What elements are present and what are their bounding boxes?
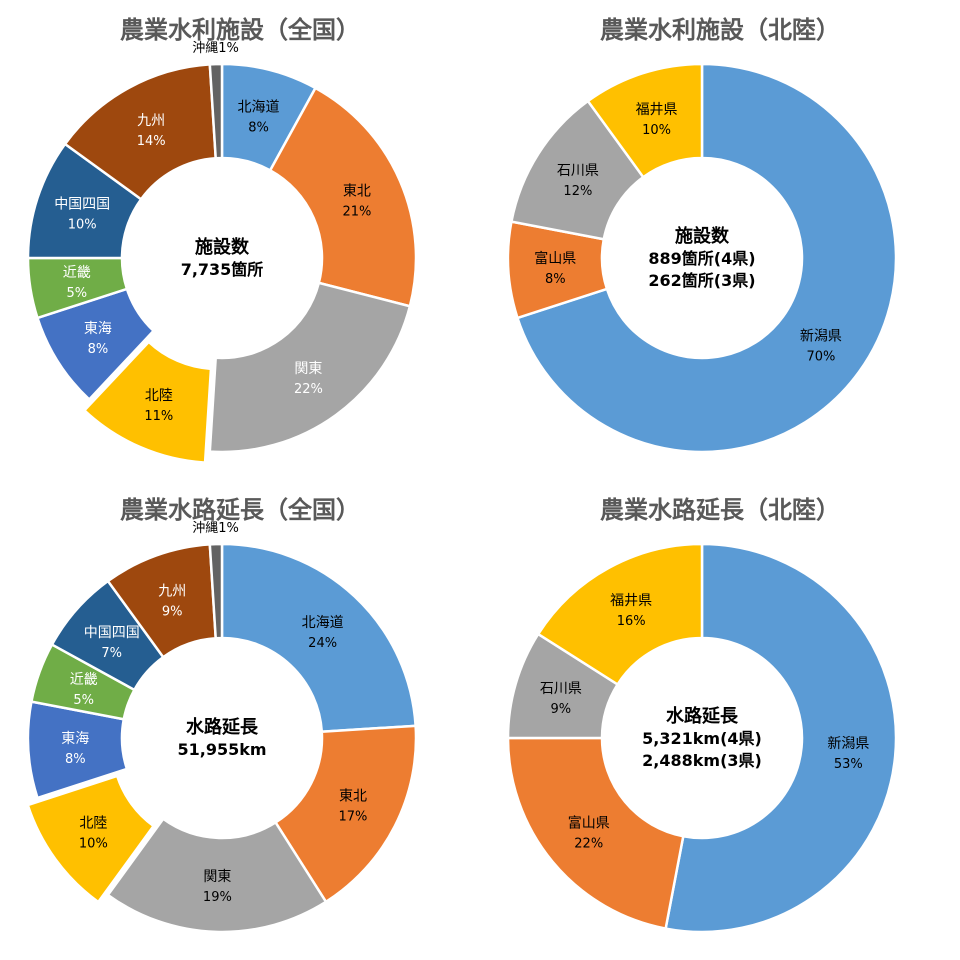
slice-value: 10% — [79, 836, 108, 851]
slice-label: 沖縄1% — [192, 521, 239, 536]
slice-value: 21% — [342, 205, 371, 220]
slice-label: 東北 — [343, 184, 371, 200]
slice-北陸 — [82, 340, 213, 464]
slice-value: 9% — [162, 605, 183, 620]
slice-label: 九州 — [158, 584, 186, 600]
slice-label: 新潟県 — [800, 328, 842, 344]
chart-facilities-national: 農業水利施設（全国） 北海道 8% 東北 21% 関東 22% 北陸 11% 東海 8% 近畿 5% 中… — [0, 0, 480, 480]
slice-label: 近畿 — [70, 672, 98, 688]
slice-label: 石川県 — [540, 681, 582, 697]
chart-canals-national: 農業水路延長（全国） 北海道 24% 東北 17% 関東 19% 北陸 10% 東海 8% 近畿 5%… — [0, 480, 480, 960]
slice-value: 10% — [68, 218, 97, 233]
slice-value: 12% — [563, 184, 592, 199]
slice-label: 九州 — [137, 113, 165, 129]
slice-label: 富山県 — [534, 250, 576, 267]
slice-新潟県 — [515, 62, 898, 454]
donut-chart: 北海道 8% 東北 21% 関東 22% 北陸 11% 東海 8% 近畿 5% 中国四国 10% 九州 14%… — [26, 41, 418, 464]
slice-富山県 — [506, 736, 685, 931]
slice-value: 8% — [65, 752, 86, 767]
chart-title: 農業水路延長（全国） — [120, 496, 360, 524]
slice-label: 石川県 — [557, 163, 599, 179]
chart-canals-hokuriku: 農業水路延長（北陸） 新潟県 53% 富山県 22% 石川県 9% 福井県 16% 水路延長 5,… — [480, 480, 960, 960]
slice-東北 — [273, 724, 418, 904]
slice-label: 沖縄1% — [192, 41, 239, 56]
slice-label: 関東 — [294, 361, 322, 377]
slice-北海道 — [220, 542, 417, 734]
center-value: 51,955km — [177, 740, 266, 759]
chart-title: 農業水路延長（北陸） — [600, 496, 840, 524]
center-value: 262箇所(3県) — [648, 271, 755, 290]
slice-label: 福井県 — [636, 102, 678, 118]
slice-関東 — [106, 817, 328, 934]
slice-value: 5% — [66, 286, 87, 301]
slice-value: 11% — [144, 409, 173, 424]
slice-福井県 — [536, 542, 704, 687]
slice-value: 53% — [834, 757, 863, 772]
donut-chart: 新潟県 53% 富山県 22% 石川県 9% 福井県 16% 水路延長 5,321km(4県) 2,… — [506, 542, 898, 934]
slice-label: 中国四国 — [84, 625, 140, 641]
slice-福井県 — [586, 62, 704, 179]
slice-label: 東海 — [84, 321, 112, 337]
slice-label: 中国四国 — [54, 197, 110, 213]
slice-label: 福井県 — [610, 593, 652, 609]
slice-value: 19% — [203, 890, 232, 905]
slice-label: 北海道 — [238, 100, 280, 116]
slice-label: 関東 — [203, 869, 231, 885]
slice-沖縄 — [208, 62, 224, 160]
center-title: 水路延長 — [186, 716, 259, 738]
slice-value: 22% — [574, 837, 603, 852]
slice-label: 東北 — [339, 789, 367, 805]
slice-label: 近畿 — [63, 265, 91, 281]
slice-label: 北陸 — [79, 815, 107, 831]
slice-関東 — [208, 281, 412, 454]
slice-label: 北陸 — [145, 388, 173, 404]
donut-chart: 新潟県 70% 富山県 8% 石川県 12% 福井県 10% 施設数 889箇所(4県) 262箇所… — [506, 62, 898, 454]
slice-沖縄 — [208, 542, 224, 640]
slice-value: 8% — [88, 342, 109, 357]
slice-value: 8% — [248, 121, 269, 136]
donut-chart: 北海道 24% 東北 17% 関東 19% 北陸 10% 東海 8% 近畿 5% 中国四国 7% 九州 9% 沖… — [26, 521, 418, 934]
slice-value: 24% — [308, 636, 337, 651]
center-value: 5,321km(4県) — [642, 729, 762, 748]
center-value: 889箇所(4県) — [648, 249, 755, 268]
slice-label: 東海 — [61, 731, 89, 747]
slice-value: 9% — [551, 702, 572, 717]
center-title: 施設数 — [675, 225, 730, 247]
chart-facilities-hokuriku: 農業水利施設（北陸） 新潟県 70% 富山県 8% 石川県 12% 福井県 10% 施設数 889… — [480, 0, 960, 480]
slice-label: 富山県 — [568, 815, 610, 832]
center-title: 水路延長 — [666, 705, 739, 727]
slice-新潟県 — [664, 542, 898, 934]
slice-東北 — [268, 86, 418, 308]
chart-title: 農業水利施設（北陸） — [600, 16, 840, 44]
slice-value: 70% — [806, 349, 835, 364]
slice-label: 北海道 — [302, 615, 344, 631]
center-value: 7,735箇所 — [181, 260, 264, 279]
slice-北陸 — [26, 774, 156, 904]
slice-value: 5% — [73, 693, 94, 708]
center-value: 2,488km(3県) — [642, 751, 762, 770]
chart-title: 農業水利施設（全国） — [120, 16, 360, 44]
slice-value: 7% — [101, 646, 122, 661]
center-title: 施設数 — [195, 236, 250, 258]
slice-value: 14% — [137, 134, 166, 149]
slice-value: 22% — [294, 382, 323, 397]
slice-label: 新潟県 — [827, 736, 869, 752]
slice-value: 10% — [642, 123, 671, 138]
slice-value: 16% — [617, 614, 646, 629]
slice-value: 17% — [339, 810, 368, 825]
slice-value: 8% — [545, 272, 566, 287]
